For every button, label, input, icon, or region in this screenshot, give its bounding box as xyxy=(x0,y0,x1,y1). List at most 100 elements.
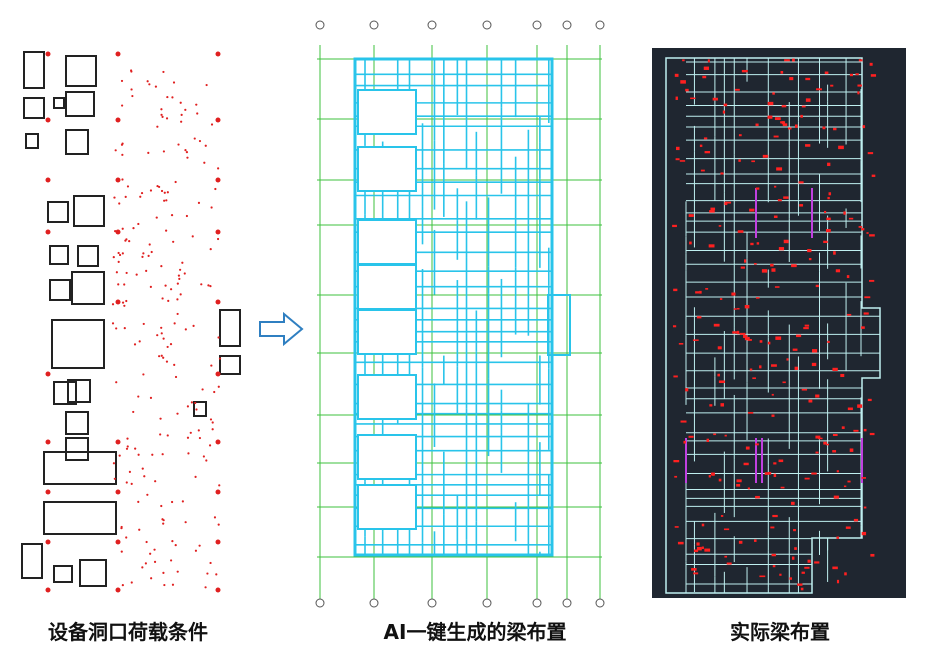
load-point xyxy=(177,143,180,146)
annotation xyxy=(847,407,853,411)
annotation xyxy=(771,393,774,396)
load-point xyxy=(216,237,220,241)
annotation xyxy=(843,485,847,488)
annotation xyxy=(801,388,808,391)
ai-beam-layout-drawing xyxy=(312,15,607,610)
annotation xyxy=(869,279,875,282)
annotation xyxy=(823,240,828,244)
load-point xyxy=(146,493,149,496)
annotation xyxy=(808,258,812,261)
beam-bay xyxy=(357,264,417,310)
annotation xyxy=(736,479,742,483)
annotation xyxy=(685,88,689,92)
load-point xyxy=(125,299,128,303)
load-point xyxy=(120,527,123,530)
annotation xyxy=(783,196,789,199)
annotation xyxy=(709,404,713,407)
column-point xyxy=(215,439,221,445)
load-point xyxy=(209,418,213,421)
annotation xyxy=(722,110,726,114)
load-point xyxy=(190,401,193,404)
annotation xyxy=(754,263,757,265)
load-point xyxy=(203,161,206,164)
annotation xyxy=(747,412,754,414)
annotation xyxy=(718,478,722,482)
opening xyxy=(79,559,107,587)
axis-bubble xyxy=(427,598,437,608)
opening xyxy=(193,401,207,417)
load-point xyxy=(118,202,121,205)
opening xyxy=(219,355,241,375)
annotation xyxy=(836,579,840,584)
load-point xyxy=(115,381,118,384)
annotation xyxy=(678,342,684,345)
load-point xyxy=(146,80,149,83)
load-point xyxy=(120,79,124,83)
annotation xyxy=(767,101,774,106)
annotation xyxy=(867,152,874,155)
load-point xyxy=(156,334,159,337)
column-point xyxy=(45,439,51,445)
annotation xyxy=(803,327,809,330)
load-point xyxy=(217,385,220,388)
annotation xyxy=(861,228,865,231)
annotation xyxy=(741,69,748,73)
annotation xyxy=(789,577,793,580)
load-point xyxy=(187,452,190,455)
load-point xyxy=(162,356,165,359)
beam-bay xyxy=(357,484,417,530)
load-point xyxy=(154,480,157,483)
load-point xyxy=(170,500,174,504)
actual-beam-svg xyxy=(665,57,881,594)
load-point xyxy=(153,560,157,564)
annotation xyxy=(674,526,679,528)
annotation xyxy=(780,70,784,74)
annotation xyxy=(830,84,834,87)
load-point xyxy=(180,113,183,117)
annotation xyxy=(777,199,782,202)
annotation xyxy=(712,97,718,101)
load-point xyxy=(181,500,184,503)
load-point xyxy=(195,408,198,411)
load-point xyxy=(172,81,176,84)
annotation xyxy=(755,443,759,446)
annotation xyxy=(755,495,760,499)
annotation xyxy=(825,443,830,446)
annotation xyxy=(710,472,715,476)
load-point xyxy=(131,94,134,98)
load-point xyxy=(149,285,152,289)
annotation xyxy=(743,334,748,338)
annotation xyxy=(827,162,831,167)
annotation xyxy=(674,475,678,478)
load-point xyxy=(210,364,213,367)
load-point xyxy=(165,229,168,232)
load-point xyxy=(160,108,163,111)
column-point xyxy=(215,539,221,545)
annotation xyxy=(717,373,720,377)
annotation xyxy=(866,232,869,234)
annotation xyxy=(804,324,810,327)
load-point xyxy=(210,206,213,209)
annotation xyxy=(812,349,818,353)
annotation xyxy=(747,487,751,490)
load-point xyxy=(141,566,144,569)
annotation xyxy=(677,541,684,545)
load-point xyxy=(183,272,186,275)
annotation xyxy=(792,348,798,351)
annotation xyxy=(858,226,863,228)
load-point xyxy=(165,360,169,363)
annotation xyxy=(828,192,832,196)
annotation xyxy=(703,137,708,140)
annotation xyxy=(870,553,875,557)
load-point xyxy=(218,484,221,487)
annotation xyxy=(750,242,754,246)
load-point xyxy=(209,561,212,565)
load-point xyxy=(113,196,116,199)
load-point xyxy=(118,454,121,457)
column-point xyxy=(45,117,51,123)
annotation xyxy=(827,340,830,343)
annotation xyxy=(775,336,782,340)
annotation xyxy=(824,210,827,214)
caption-left: 设备洞口荷载条件 xyxy=(48,620,208,644)
load-point xyxy=(142,373,145,376)
